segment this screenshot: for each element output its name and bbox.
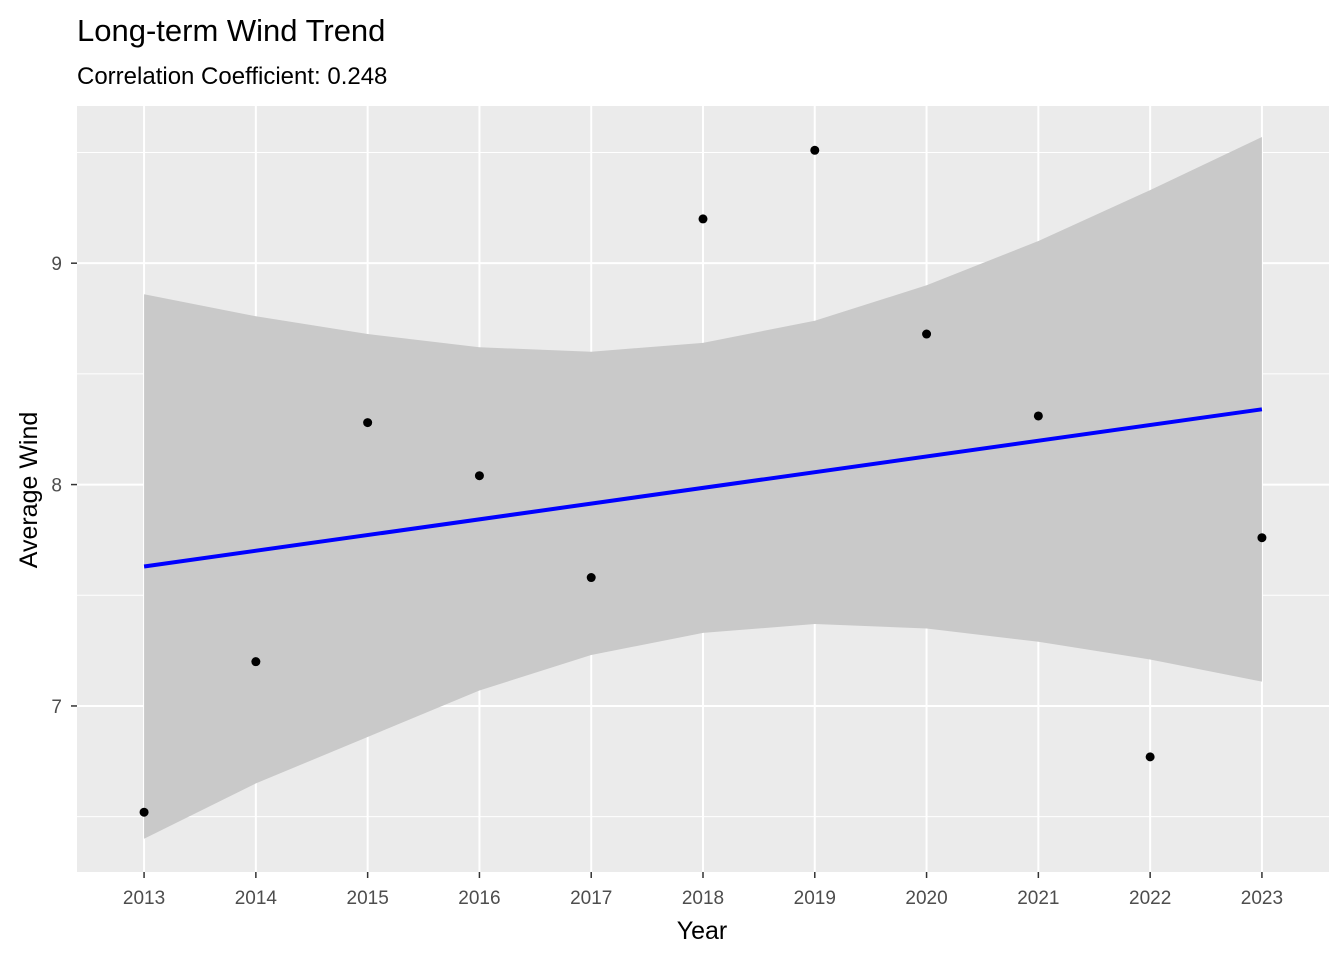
data-point — [810, 145, 820, 155]
data-point — [1145, 752, 1155, 762]
y-axis-title: Average Wind — [15, 412, 43, 569]
x-tick-label: 2022 — [1129, 888, 1171, 909]
x-tick-label: 2014 — [235, 888, 278, 909]
data-point — [363, 418, 373, 428]
x-tick-label: 2019 — [794, 888, 836, 909]
data-point — [251, 657, 261, 667]
x-tick-label: 2016 — [458, 888, 500, 909]
x-tick-label: 2015 — [347, 888, 389, 909]
data-point — [922, 329, 932, 339]
x-tick-label: 2023 — [1241, 888, 1283, 909]
y-tick-label: 9 — [51, 254, 62, 275]
x-tick-label: 2021 — [1017, 888, 1059, 909]
y-tick-label: 8 — [51, 476, 62, 497]
data-point — [139, 807, 149, 817]
y-tick-label: 7 — [51, 697, 62, 718]
data-point — [586, 573, 596, 583]
x-axis-title: Year — [677, 917, 728, 945]
x-tick-label: 2017 — [570, 888, 612, 909]
x-axis: 2013 2014 2015 2016 2017 2018 2019 2020 2021 2022… — [123, 872, 1283, 909]
x-tick-label: 2018 — [682, 888, 724, 909]
x-tick-label: 2020 — [905, 888, 947, 909]
data-points — [139, 145, 1267, 817]
data-point — [474, 471, 484, 481]
x-tick-label: 2013 — [123, 888, 165, 909]
data-point — [698, 214, 708, 224]
y-axis: 7 8 9 — [51, 254, 77, 718]
data-point — [1257, 533, 1267, 543]
trend-line — [143, 407, 1263, 569]
chart-subtitle: Correlation Coefficient: 0.248 — [77, 63, 387, 90]
chart-title: Long-term Wind Trend — [77, 13, 385, 48]
data-point — [1033, 411, 1043, 421]
